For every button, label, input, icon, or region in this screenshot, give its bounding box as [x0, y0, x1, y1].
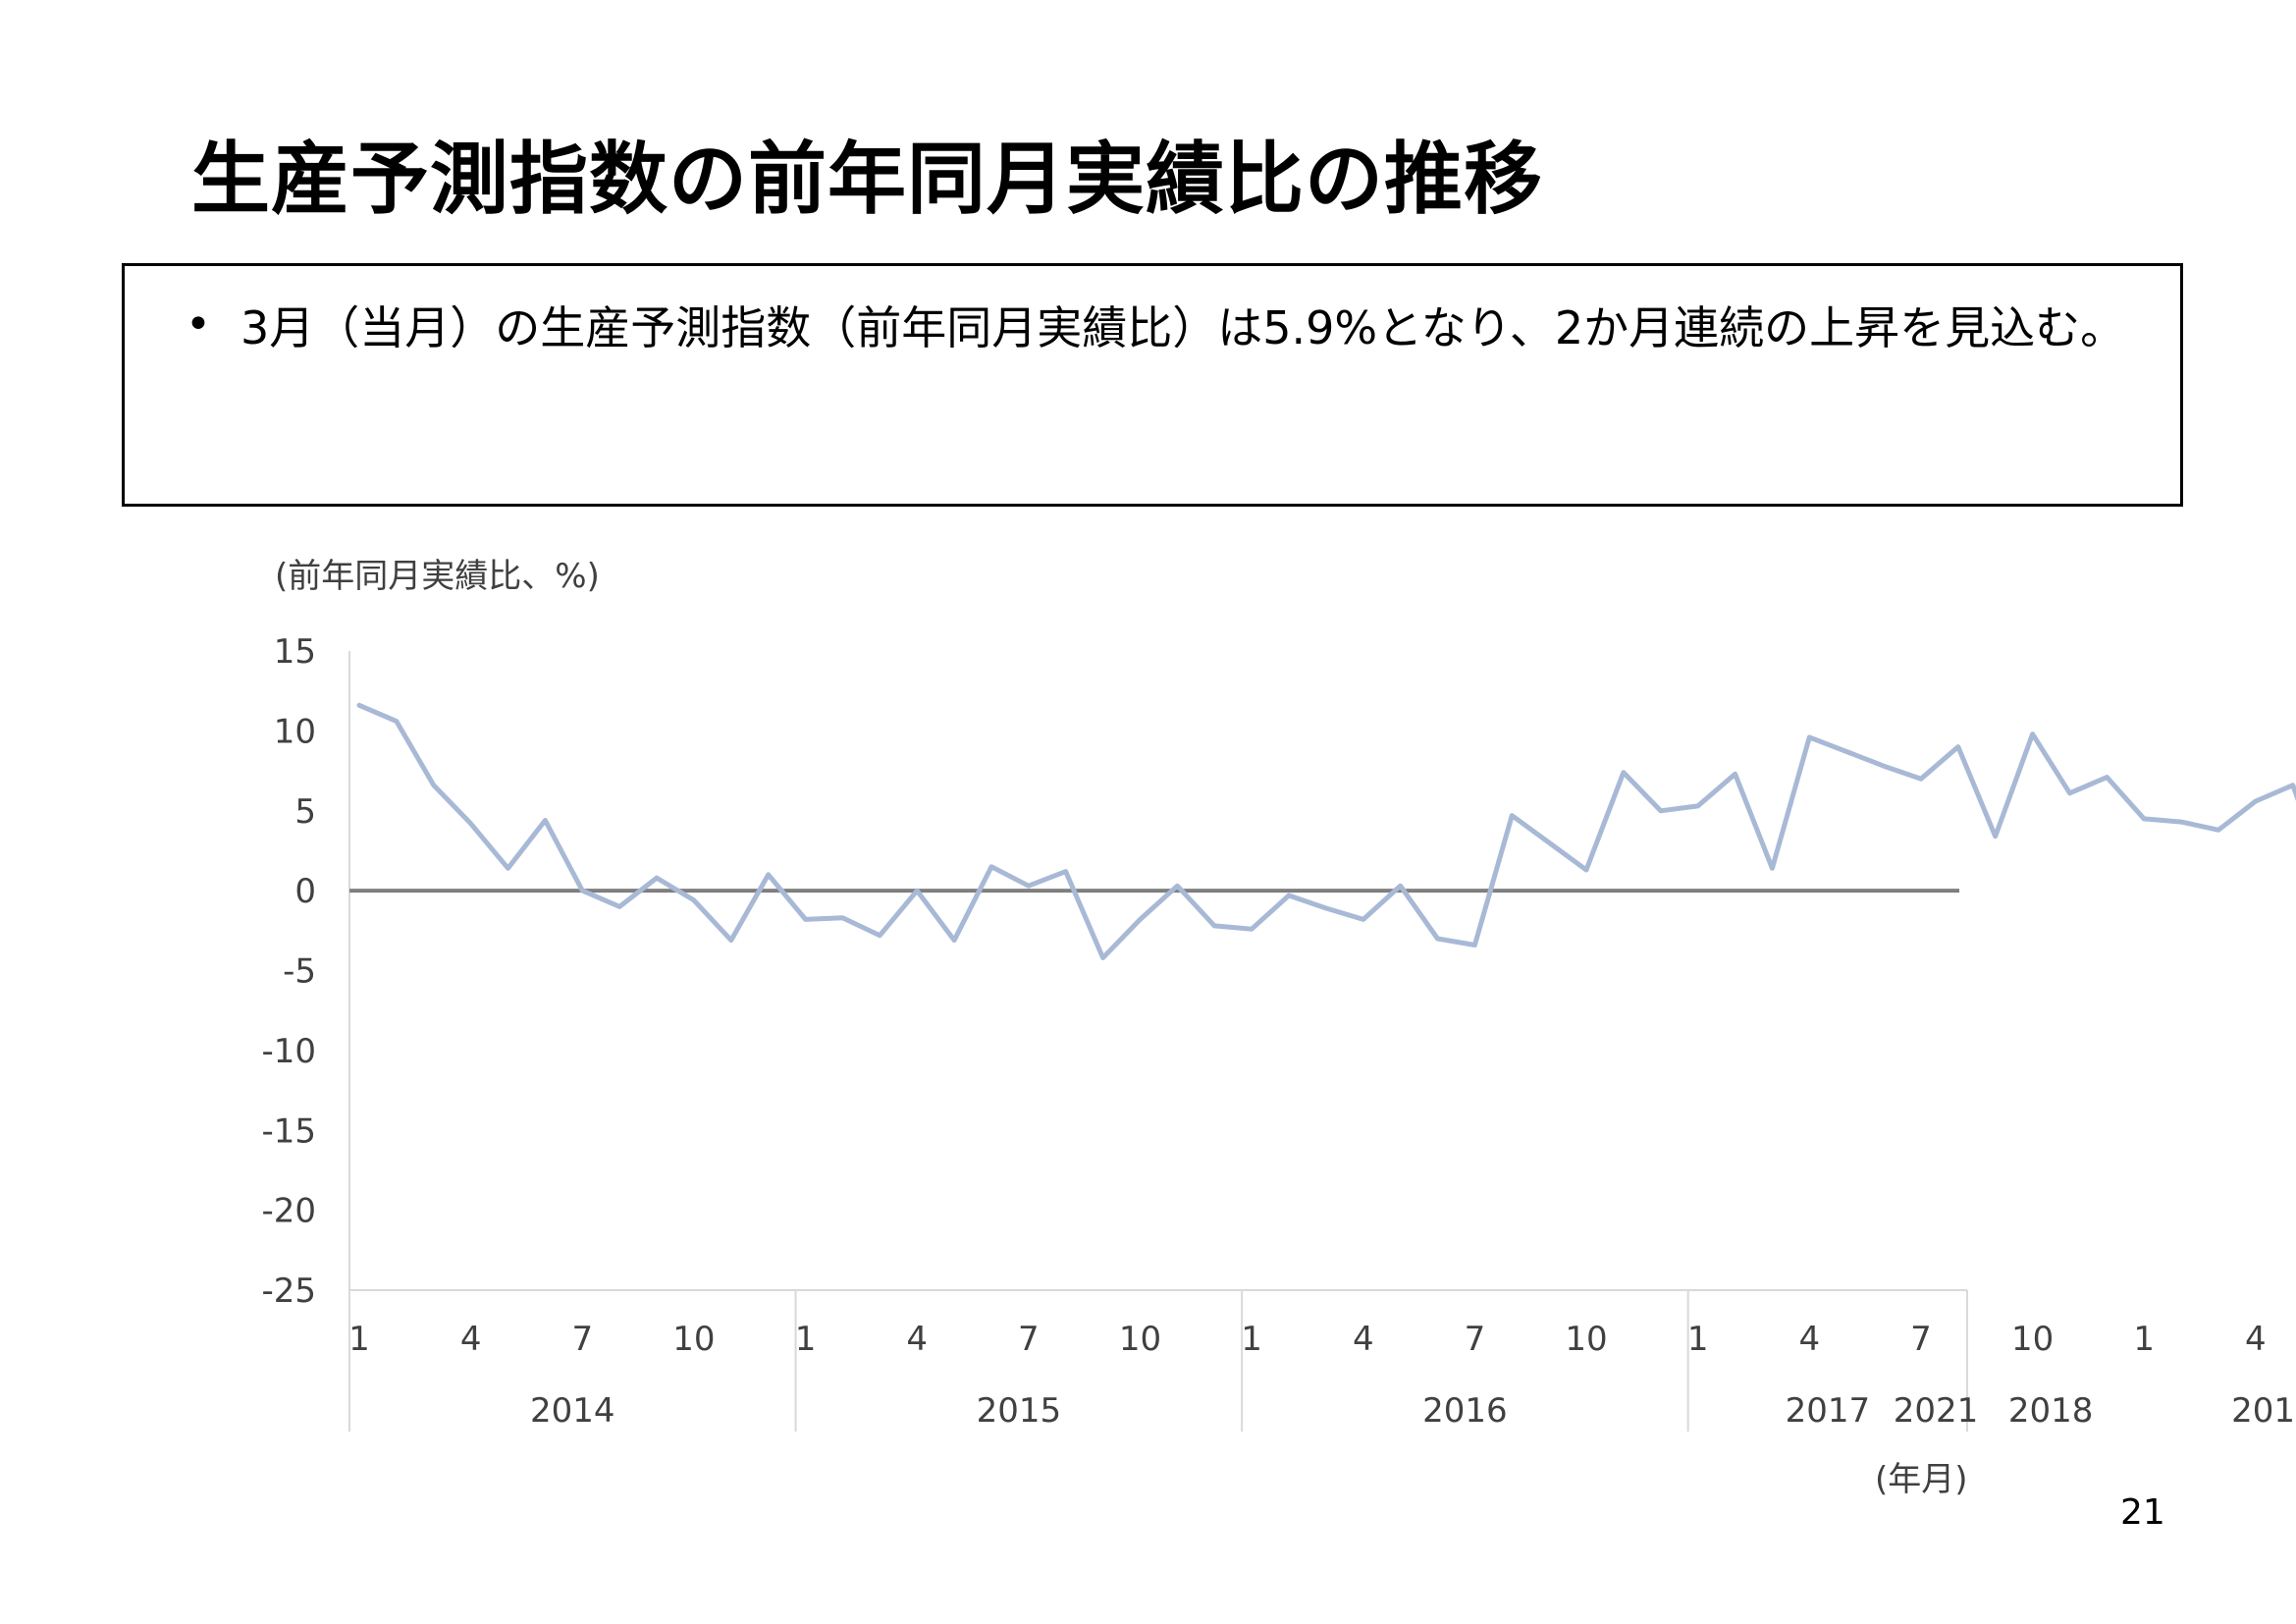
month-tick-label: 10: [672, 1320, 715, 1359]
summary-box: • 3月（当月）の生産予測指数（前年同月実績比）は5.9%となり、2か月連続の上…: [122, 263, 2183, 507]
month-tick-label: 7: [571, 1320, 593, 1359]
month-tick-label: 4: [1798, 1320, 1820, 1359]
month-tick-label: 1: [1687, 1320, 1709, 1359]
month-tick-label: 4: [1353, 1320, 1374, 1359]
month-tick-label: 10: [2011, 1320, 2054, 1359]
y-tick-label: 15: [274, 632, 316, 672]
month-tick-label: 4: [460, 1320, 482, 1359]
page-title: 生産予測指数の前年同月実績比の推移: [191, 134, 1543, 225]
year-label: 2014: [530, 1391, 615, 1431]
month-tick-label: 4: [2245, 1320, 2267, 1359]
month-tick-label: 10: [1119, 1320, 1161, 1359]
y-tick-label: -15: [261, 1111, 316, 1151]
month-tick-label: 7: [1018, 1320, 1040, 1359]
y-tick-label: 0: [294, 872, 316, 911]
summary-text: 3月（当月）の生産予測指数（前年同月実績比）は5.9%となり、2か月連続の上昇を…: [240, 301, 2126, 354]
month-tick-label: 7: [1465, 1320, 1486, 1359]
bullet-icon: •: [186, 299, 211, 350]
y-tick-label: -25: [261, 1272, 316, 1311]
y-axis-label: (前年同月実績比、%): [275, 557, 600, 596]
year-label: 2016: [1422, 1391, 1508, 1431]
year-label: 2015: [977, 1391, 1062, 1431]
month-tick-label: 1: [2133, 1320, 2155, 1359]
month-tick-label: 1: [1241, 1320, 1262, 1359]
month-tick-label: 1: [795, 1320, 817, 1359]
series-line: [356, 702, 2296, 960]
x-axis-label: (年月): [1875, 1460, 1968, 1499]
month-tick-label: 1: [348, 1320, 370, 1359]
y-tick-label: 5: [294, 792, 316, 832]
y-tick-label: -5: [283, 952, 316, 992]
year-label: 2021: [1894, 1391, 1979, 1431]
month-tick-label: 7: [1910, 1320, 1932, 1359]
year-label: 2017: [1786, 1391, 1871, 1431]
year-label: 2018: [2008, 1391, 2094, 1431]
month-tick-label: 4: [906, 1320, 928, 1359]
year-label: 2019: [2231, 1391, 2296, 1431]
y-tick-label: -20: [261, 1192, 316, 1231]
y-tick-label: -10: [261, 1032, 316, 1071]
y-tick-label: 10: [274, 712, 316, 751]
month-tick-label: 10: [1565, 1320, 1607, 1359]
page-number: 21: [2120, 1492, 2165, 1533]
